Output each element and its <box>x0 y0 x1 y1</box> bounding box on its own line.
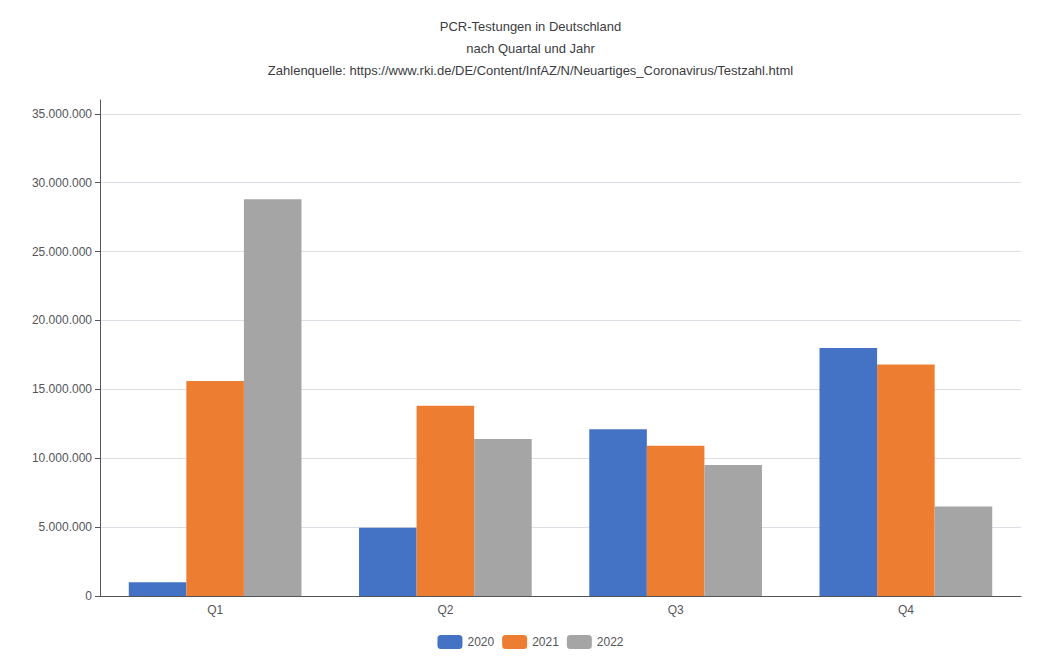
svg-text:25.000.000: 25.000.000 <box>32 245 92 259</box>
svg-text:2020: 2020 <box>467 635 494 649</box>
svg-text:Zahlenquelle: https://www.rki.: Zahlenquelle: https://www.rki.de/DE/Cont… <box>268 63 793 78</box>
svg-text:0: 0 <box>85 589 92 603</box>
svg-text:Q1: Q1 <box>207 603 223 617</box>
svg-text:30.000.000: 30.000.000 <box>32 176 92 190</box>
svg-text:Q2: Q2 <box>437 603 453 617</box>
svg-text:35.000.000: 35.000.000 <box>32 107 92 121</box>
svg-text:nach Quartal und Jahr: nach Quartal und Jahr <box>466 41 595 56</box>
svg-text:PCR-Testungen in Deutschland: PCR-Testungen in Deutschland <box>440 19 621 34</box>
svg-text:2021: 2021 <box>532 635 559 649</box>
svg-text:2022: 2022 <box>597 635 624 649</box>
svg-text:5.000.000: 5.000.000 <box>39 520 93 534</box>
svg-text:20.000.000: 20.000.000 <box>32 313 92 327</box>
svg-text:Q3: Q3 <box>668 603 684 617</box>
svg-text:15.000.000: 15.000.000 <box>32 382 92 396</box>
svg-text:10.000.000: 10.000.000 <box>32 451 92 465</box>
svg-text:Q4: Q4 <box>898 603 914 617</box>
